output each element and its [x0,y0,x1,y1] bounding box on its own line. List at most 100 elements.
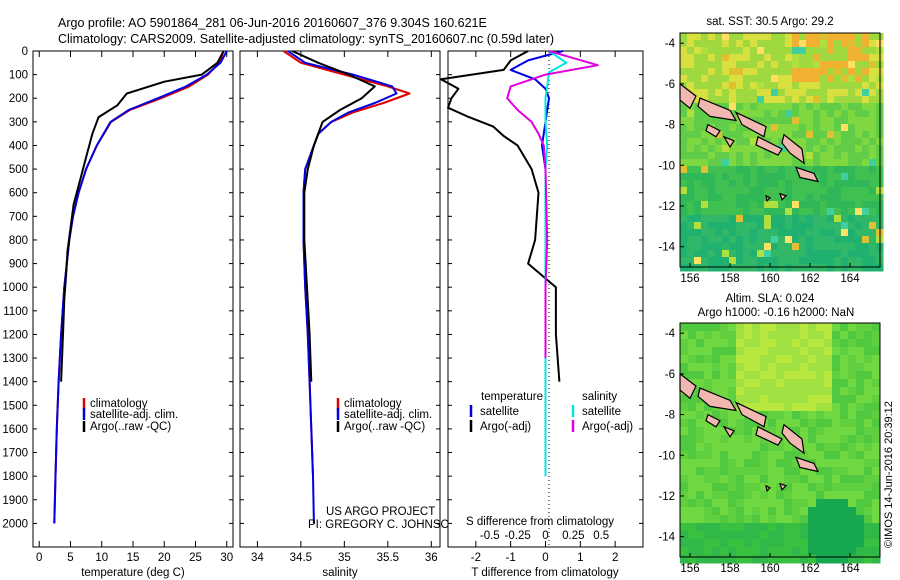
map-cell [841,250,849,258]
series-line-satellite-adj-clim- [53,50,228,524]
map-cell [840,483,849,492]
depth-tick-label: 400 [9,140,28,152]
map-cell [776,523,785,532]
map-cell [680,264,688,272]
map-cell [757,208,765,216]
map-cell [808,475,817,484]
island-shape [722,135,735,149]
map-cell [792,483,801,492]
map-cell [688,531,697,540]
map-cell [841,96,849,104]
map-cell [704,475,713,484]
sla-map-land [679,372,820,493]
x-tick-label: 5 [67,552,73,564]
map-cell [715,264,723,272]
lat-tick-label: -12 [658,201,675,213]
map-cell [864,435,873,444]
map-cell [750,96,758,104]
map-cell [736,451,745,460]
map-cell [771,257,779,265]
map-cell [736,131,744,139]
map-cell [792,250,800,258]
map-cell [687,117,695,125]
map-cell [792,138,800,146]
map-cell [704,427,713,436]
map-cell [862,103,870,111]
map-cell [728,555,737,564]
map-cell [784,499,793,508]
map-cell [813,152,821,160]
x-tick-label: 20 [158,552,171,564]
map-cell [694,82,702,90]
map-cell [869,173,877,181]
map-cell [848,103,856,111]
map-cell [784,555,793,564]
map-cell [764,264,772,272]
map-cell [848,387,857,396]
map-cell [816,515,825,524]
map-cell [757,40,765,48]
map-cell [808,403,817,412]
map-cell [771,131,779,139]
map-cell [869,194,877,202]
map-cell [820,124,828,132]
map-cell [680,491,689,500]
map-cell [750,180,758,188]
map-cell [760,347,769,356]
map-cell [687,222,695,230]
map-cell [688,555,697,564]
map-cell [744,467,753,476]
map-cell [722,96,730,104]
map-cell [720,555,729,564]
map-cell [722,257,730,265]
map-cell [694,194,702,202]
map-cell [784,515,793,524]
map-cell [680,443,689,452]
map-cell [824,387,833,396]
map-cell [840,379,849,388]
map-cell [729,40,737,48]
map-cell [799,110,807,118]
map-cell [855,61,863,69]
map-cell [680,33,688,41]
map-cell [840,339,849,348]
difference-legend: temperature salinity satellite Argo(-adj… [469,391,633,433]
map-cell [750,222,758,230]
map-cell [750,145,758,153]
map-cell [848,236,856,244]
map-cell [856,467,865,476]
map-cell [744,427,753,436]
map-cell [834,257,842,265]
map-cell [680,323,689,332]
island-shape [697,387,738,412]
map-cell [768,347,777,356]
map-cell [785,82,793,90]
map-cell [869,103,877,111]
map-cell [832,523,841,532]
map-cell [820,152,828,160]
map-cell [841,194,849,202]
map-cell [680,507,689,516]
map-cell [824,347,833,356]
map-cell [864,371,873,380]
map-cell [792,331,801,340]
map-cell [848,96,856,104]
map-cell [856,363,865,372]
map-cell [824,371,833,380]
map-cell [701,201,709,209]
map-cell [800,467,809,476]
map-cell [722,82,730,90]
map-cell [778,264,786,272]
map-cell [848,47,856,55]
map-cell [832,459,841,468]
map-cell [708,138,716,146]
map-cell [743,82,751,90]
map-cell [827,96,835,104]
temperature-panel: 0100200300400500600700800900100011001200… [2,46,234,579]
map-cell [848,411,857,420]
map-cell [722,54,730,62]
map-cell [824,411,833,420]
map-cell [743,103,751,111]
map-cell [687,215,695,223]
map-cell [820,138,828,146]
